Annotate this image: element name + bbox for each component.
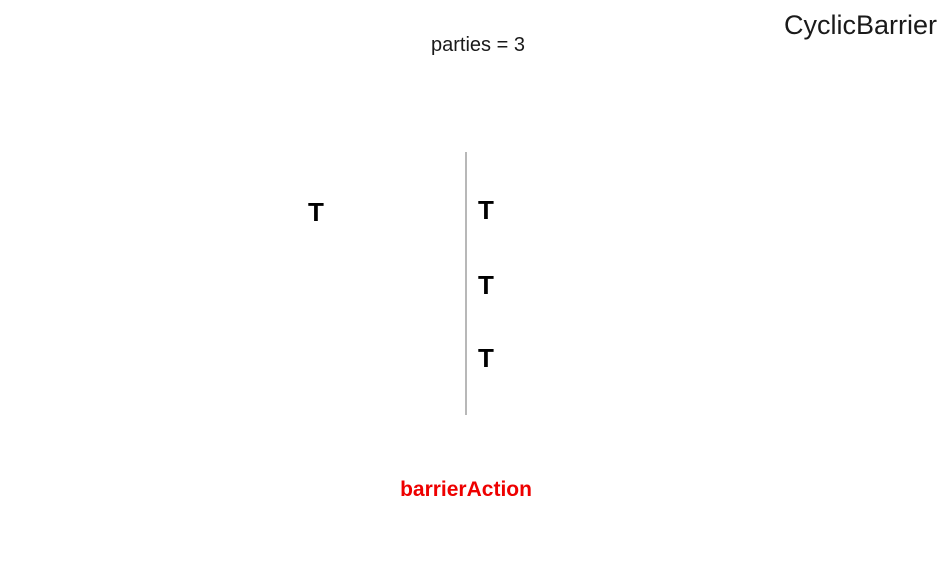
thread-at-barrier-3: T <box>478 343 494 373</box>
thread-at-barrier-2: T <box>478 270 494 300</box>
thread-at-barrier-1: T <box>478 195 494 225</box>
barrier-line <box>465 152 467 415</box>
parties-label: parties = 3 <box>431 34 525 56</box>
barrier-action-label: barrierAction <box>400 478 532 501</box>
thread-waiting: T <box>308 197 324 227</box>
slide-title: CyclicBarrier <box>783 10 937 40</box>
